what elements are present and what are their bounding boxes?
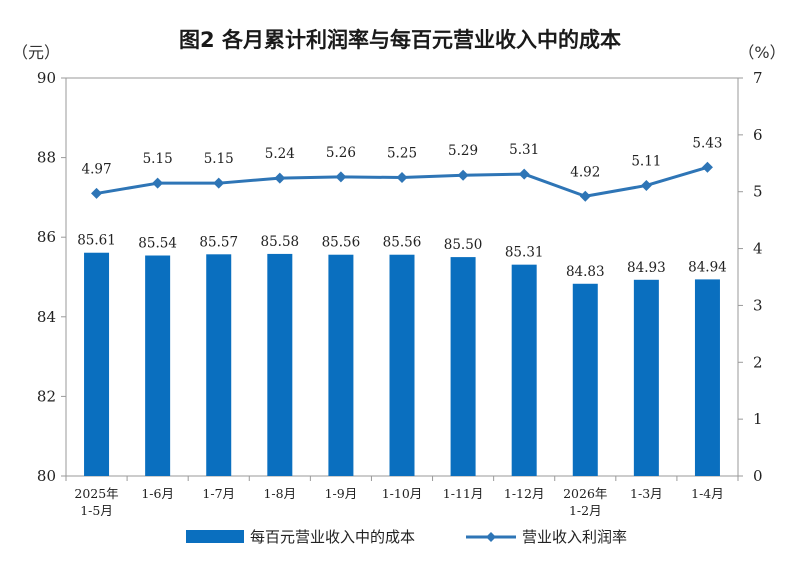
line-point bbox=[640, 179, 652, 191]
legend: 每百元营业收入中的成本 营业收入利润率 bbox=[186, 528, 627, 546]
chart-title: 图2 各月累计利润率与每百元营业收入中的成本 bbox=[179, 28, 621, 52]
bar bbox=[389, 254, 415, 476]
right-tick-label: 3 bbox=[753, 296, 763, 314]
line-data-label: 5.25 bbox=[387, 146, 417, 162]
line-point bbox=[274, 172, 286, 184]
bar-data-label: 85.31 bbox=[505, 245, 544, 261]
bar-data-label: 85.56 bbox=[383, 235, 422, 251]
x-tick-label: 1-4月 bbox=[691, 486, 724, 501]
x-tick-label: 2025年 bbox=[74, 486, 118, 501]
right-tick-label: 2 bbox=[753, 353, 763, 371]
line-data-label: 5.43 bbox=[692, 135, 722, 151]
legend-bar-swatch bbox=[186, 530, 244, 543]
x-tick-label: 2026年 bbox=[563, 486, 607, 501]
right-tick-label: 1 bbox=[753, 410, 763, 428]
bar bbox=[206, 254, 232, 476]
bar-data-label: 85.61 bbox=[77, 233, 116, 249]
bar-data-label: 84.94 bbox=[688, 259, 727, 275]
legend-line-marker bbox=[486, 532, 496, 542]
bar bbox=[511, 264, 537, 476]
x-tick-label: 1-2月 bbox=[569, 503, 602, 518]
line-data-label: 5.15 bbox=[204, 151, 234, 167]
bar bbox=[694, 279, 720, 476]
bar-data-label: 84.83 bbox=[566, 264, 605, 280]
right-axis-unit: （%） bbox=[738, 43, 785, 62]
bar-data-label: 85.58 bbox=[260, 234, 299, 250]
left-tick-label: 90 bbox=[37, 69, 56, 87]
legend-line-label: 营业收入利润率 bbox=[522, 528, 627, 546]
bar-data-label: 85.56 bbox=[322, 235, 361, 251]
line-point bbox=[152, 177, 164, 189]
line-point bbox=[396, 172, 408, 183]
bar bbox=[572, 283, 598, 476]
x-tick-label: 1-9月 bbox=[325, 486, 358, 501]
line-data-label: 5.24 bbox=[265, 146, 295, 162]
right-tick-label: 6 bbox=[753, 126, 763, 144]
x-tick-label: 1-11月 bbox=[443, 486, 484, 501]
x-tick-label: 1-5月 bbox=[80, 503, 113, 518]
bar-data-label: 85.50 bbox=[444, 237, 483, 253]
left-tick-label: 82 bbox=[37, 387, 56, 405]
left-axis-unit: （元） bbox=[12, 43, 60, 62]
line-point bbox=[457, 169, 469, 181]
x-tick-label: 1-3月 bbox=[630, 486, 663, 501]
line-data-label: 5.11 bbox=[631, 153, 661, 169]
right-tick-label: 5 bbox=[753, 183, 763, 201]
line-point bbox=[701, 161, 713, 173]
left-tick-label: 80 bbox=[37, 467, 56, 485]
bar bbox=[450, 257, 476, 476]
line-data-label: 5.29 bbox=[448, 143, 478, 159]
x-tick-label: 1-6月 bbox=[141, 486, 174, 501]
line-data-label: 4.97 bbox=[82, 161, 112, 177]
right-tick-label: 0 bbox=[753, 467, 763, 485]
bar-data-label: 85.54 bbox=[138, 236, 177, 252]
x-tick-label: 1-12月 bbox=[504, 486, 545, 501]
line-data-label: 5.26 bbox=[326, 145, 356, 161]
line-data-label: 5.31 bbox=[509, 142, 539, 158]
line-point bbox=[213, 177, 225, 189]
x-tick-label: 1-7月 bbox=[202, 486, 235, 501]
x-tick-label: 1-10月 bbox=[382, 486, 423, 501]
line-point bbox=[518, 168, 530, 180]
line-point bbox=[335, 171, 347, 183]
legend-bar-label: 每百元营业收入中的成本 bbox=[250, 528, 415, 546]
bar bbox=[145, 255, 171, 476]
line-point bbox=[579, 190, 591, 202]
bar-data-label: 85.57 bbox=[199, 234, 238, 250]
right-tick-label: 4 bbox=[753, 240, 763, 258]
x-tick-label: 1-8月 bbox=[263, 486, 296, 501]
left-tick-label: 84 bbox=[37, 308, 56, 326]
bar bbox=[267, 253, 293, 476]
bar bbox=[328, 254, 354, 476]
left-tick-label: 86 bbox=[37, 228, 56, 246]
left-tick-label: 88 bbox=[37, 149, 56, 167]
plot-area: 80 82 84 86 88 90 0 1 2 3 4 5 6 7 2025年 1-5月 1-6月 1-7月 1-8… bbox=[37, 69, 763, 518]
right-tick-label: 7 bbox=[753, 69, 763, 87]
bar-data-label: 84.93 bbox=[627, 260, 666, 276]
bar bbox=[84, 252, 110, 476]
line-data-label: 5.15 bbox=[143, 151, 173, 167]
bar bbox=[633, 279, 659, 476]
line-data-label: 4.92 bbox=[570, 164, 600, 180]
line-point bbox=[91, 187, 103, 199]
